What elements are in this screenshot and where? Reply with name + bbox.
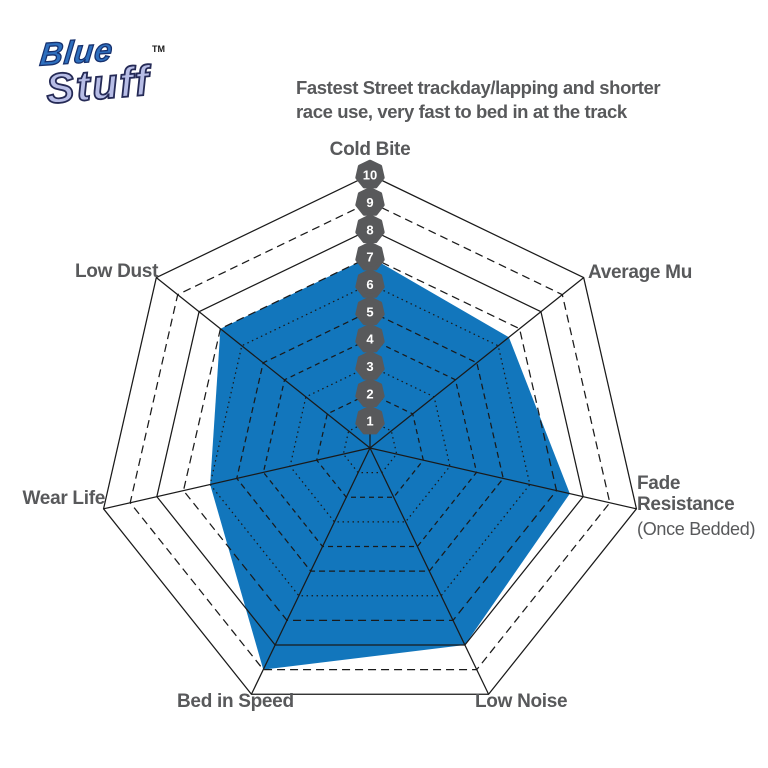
radar-grid-ring-9 — [129, 201, 611, 671]
scale-badge-label-9: 9 — [366, 195, 373, 210]
radar-grid-ring-6 — [209, 283, 531, 597]
radar-axis-spoke-2 — [369, 447, 637, 510]
chart-title-line1: Fastest Street trackday/lapping and shor… — [296, 77, 661, 98]
scale-badge-label-5: 5 — [366, 304, 373, 319]
axis-label-bed-in-speed: Bed in Speed — [177, 691, 294, 712]
scale-badge-2 — [355, 378, 385, 408]
axis-sublabel-once-bedded: (Once Bedded) — [637, 519, 756, 539]
axis-label-low-dust: Low Dust — [75, 261, 159, 282]
bluestuff-logo: Blue TM Stuff — [34, 31, 184, 129]
radar-grid-ring-3 — [289, 365, 451, 523]
scale-badge-6 — [355, 269, 385, 298]
scale-badge-label-6: 6 — [366, 277, 373, 292]
radar-axis-spoke-1 — [369, 277, 585, 449]
scale-badge-5 — [355, 296, 385, 326]
radar-axis-spoke-5 — [103, 447, 371, 510]
radar-axis-spoke-3 — [369, 447, 490, 695]
chart-title: Fastest Street trackday/lapping and shor… — [296, 76, 686, 124]
scale-badge-label-10: 10 — [363, 168, 377, 183]
radar-axis-spoke-4 — [250, 447, 371, 695]
trademark-symbol: TM — [152, 44, 165, 54]
radar-axis-spoke-6 — [155, 277, 371, 449]
radar-grid-ring-2 — [316, 392, 424, 498]
scale-badge-label-8: 8 — [366, 222, 373, 237]
axis-label-fade-resistance: Fade Resistance — [637, 473, 735, 515]
scale-badge-label-7: 7 — [366, 250, 373, 265]
scale-badge-label-3: 3 — [366, 359, 373, 374]
radar-value-polygon — [210, 256, 570, 670]
radar-grid-ring-7 — [182, 255, 558, 621]
scale-badge-label-4: 4 — [366, 332, 374, 347]
scale-badge-1 — [355, 405, 385, 435]
axis-label-low-noise: Low Noise — [475, 691, 568, 712]
radar-grid-ring-8 — [156, 228, 584, 646]
scale-badge-7 — [355, 241, 385, 271]
axis-label-average-mu: Average Mu — [588, 262, 692, 283]
scale-badge-10 — [355, 159, 385, 189]
radar-grid-ring-5 — [236, 310, 504, 572]
axis-label-wear-life: Wear Life — [22, 488, 106, 509]
radar-grid-ring-4 — [262, 337, 478, 548]
scale-badge-3 — [355, 351, 385, 380]
scale-badge-label-1: 1 — [366, 414, 373, 429]
radar-grid-ring-10 — [102, 174, 638, 695]
chart-title-line2: race use, very fast to bed in at the tra… — [296, 101, 627, 122]
scale-badge-label-2: 2 — [366, 386, 373, 401]
scale-badge-4 — [355, 323, 385, 353]
scale-badge-9 — [355, 187, 385, 216]
axis-label-cold-bite: Cold Bite — [329, 139, 411, 160]
scale-badge-8 — [355, 214, 385, 244]
